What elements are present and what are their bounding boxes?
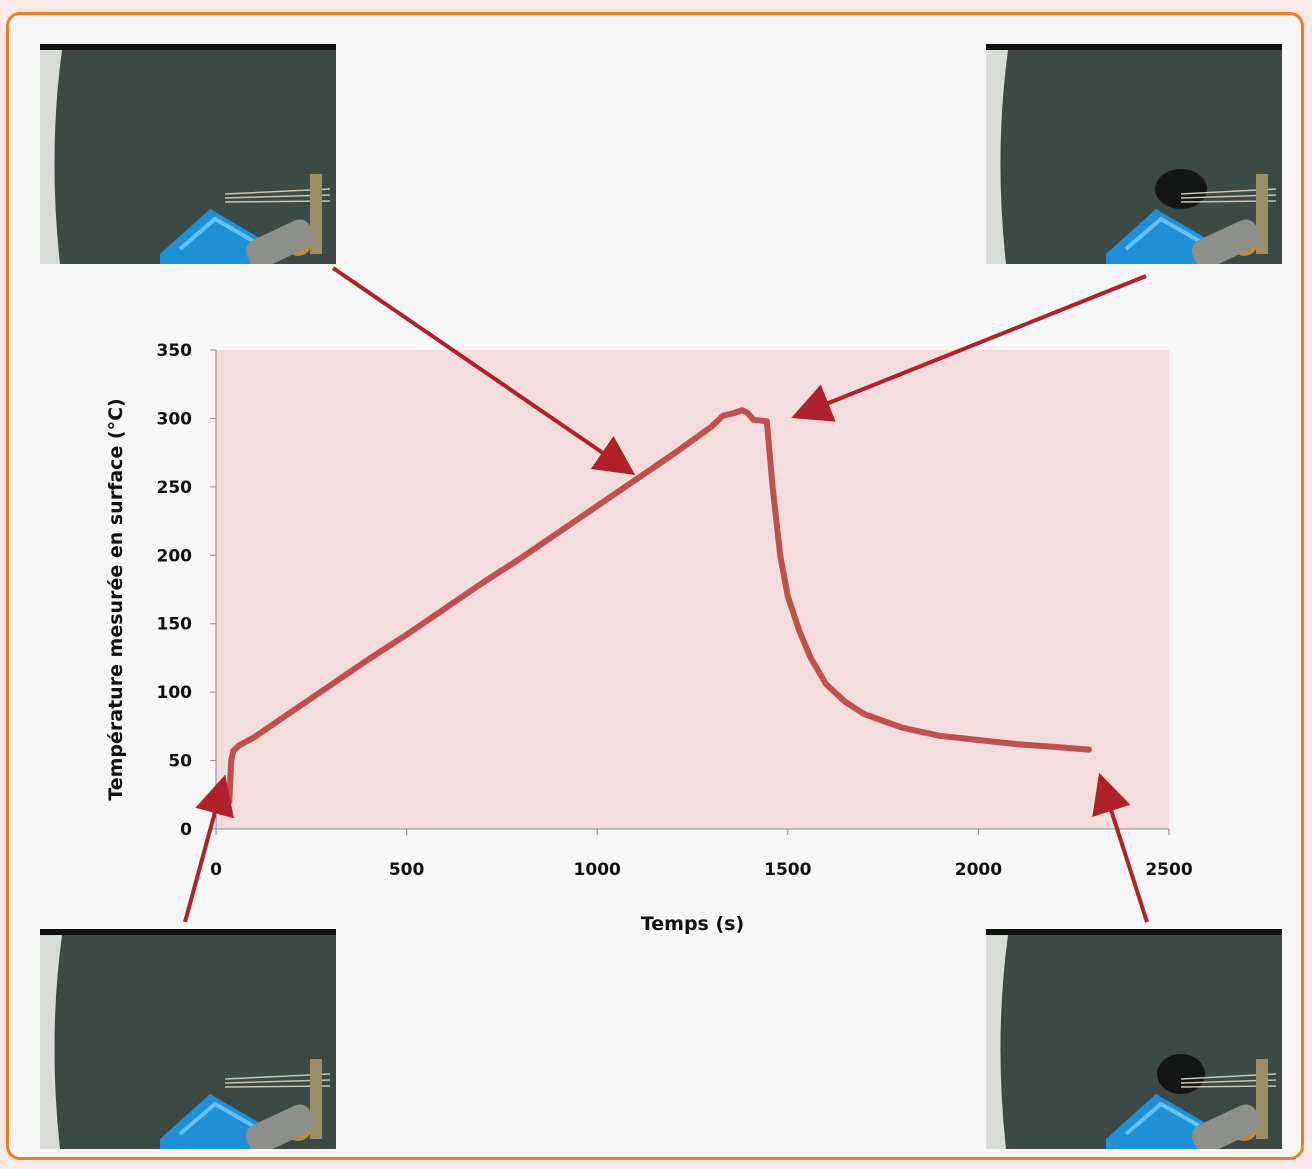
- x-tick-label: 0: [210, 860, 222, 880]
- plot-area: [216, 350, 1169, 829]
- y-axis-title: Température mesurée en surface (°C): [105, 398, 127, 800]
- x-tick-label: 2500: [1145, 860, 1192, 880]
- x-axis-title: Temps (s): [641, 913, 744, 935]
- arrow-to-peak: [791, 274, 1147, 422]
- x-tick-label: 1500: [764, 860, 811, 880]
- y-tick-label: 100: [157, 683, 193, 703]
- x-tick-label: 500: [389, 860, 425, 880]
- arrow-to-heating-phase: [331, 266, 636, 476]
- arrow-to-start: [183, 774, 234, 923]
- temperature-series-line: [220, 407, 1092, 805]
- photo-top-right: [986, 44, 1282, 264]
- y-tick-label: 300: [157, 409, 193, 429]
- x-tick-label: 1000: [574, 860, 621, 880]
- y-tick-label: 150: [157, 615, 193, 635]
- y-tick-label: 350: [157, 341, 193, 361]
- x-tick-label: 2000: [955, 860, 1002, 880]
- photo-top-left: [40, 44, 336, 264]
- y-tick-label: 200: [157, 546, 193, 566]
- y-tick-label: 250: [157, 478, 193, 498]
- y-tick-label: 0: [180, 820, 192, 840]
- photo-bottom-left: [40, 929, 336, 1149]
- arrow-to-end: [1092, 772, 1149, 923]
- photo-bottom-right: [986, 929, 1282, 1149]
- y-tick-label: 50: [168, 752, 192, 772]
